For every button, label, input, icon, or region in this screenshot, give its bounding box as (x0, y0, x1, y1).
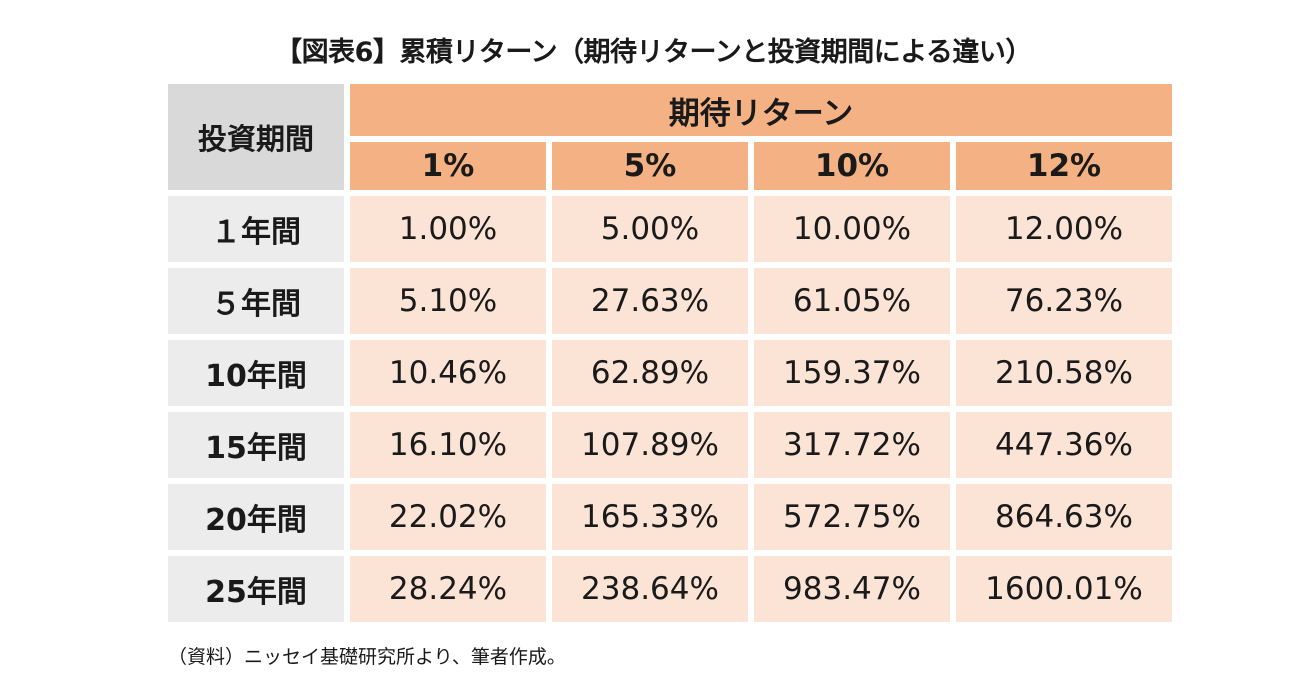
table-cell: 1600.01% (956, 556, 1172, 622)
table-cell: 27.63% (552, 268, 748, 334)
expected-return-header: 期待リターン (350, 84, 1172, 136)
row-label-20y: 20年間 (168, 484, 344, 550)
table-cell: 12.00% (956, 196, 1172, 262)
table-cell: 5.10% (350, 268, 546, 334)
table-cell: 864.63% (956, 484, 1172, 550)
table-cell: 572.75% (754, 484, 950, 550)
table-cell: 317.72% (754, 412, 950, 478)
rate-header-5: 5% (552, 142, 748, 190)
table-cell: 107.89% (552, 412, 748, 478)
table-cell: 5.00% (552, 196, 748, 262)
source-note: （資料）ニッセイ基礎研究所より、筆者作成。 (168, 646, 566, 668)
table-cell: 76.23% (956, 268, 1172, 334)
rate-header-12: 12% (956, 142, 1172, 190)
rate-header-1: 1% (350, 142, 546, 190)
investment-period-header: 投資期間 (168, 84, 344, 190)
return-table: 投資期間 期待リターン 1% 5% 10% 12% １年間 1.00% 5.00… (168, 84, 1172, 622)
table-cell: 1.00% (350, 196, 546, 262)
table-cell: 447.36% (956, 412, 1172, 478)
table-cell: 10.00% (754, 196, 950, 262)
table-cell: 10.46% (350, 340, 546, 406)
table-cell: 62.89% (552, 340, 748, 406)
row-label-25y: 25年間 (168, 556, 344, 622)
table-cell: 238.64% (552, 556, 748, 622)
table-cell: 16.10% (350, 412, 546, 478)
table-cell: 210.58% (956, 340, 1172, 406)
rate-header-10: 10% (754, 142, 950, 190)
table-cell: 165.33% (552, 484, 748, 550)
chart-title: 【図表6】累積リターン（期待リターンと投資期間による違い） (275, 37, 1032, 68)
table-cell: 28.24% (350, 556, 546, 622)
row-label-10y: 10年間 (168, 340, 344, 406)
row-label-15y: 15年間 (168, 412, 344, 478)
table-cell: 22.02% (350, 484, 546, 550)
table-cell: 983.47% (754, 556, 950, 622)
table-cell: 159.37% (754, 340, 950, 406)
row-label-5y: ５年間 (168, 268, 344, 334)
row-label-1y: １年間 (168, 196, 344, 262)
table-cell: 61.05% (754, 268, 950, 334)
